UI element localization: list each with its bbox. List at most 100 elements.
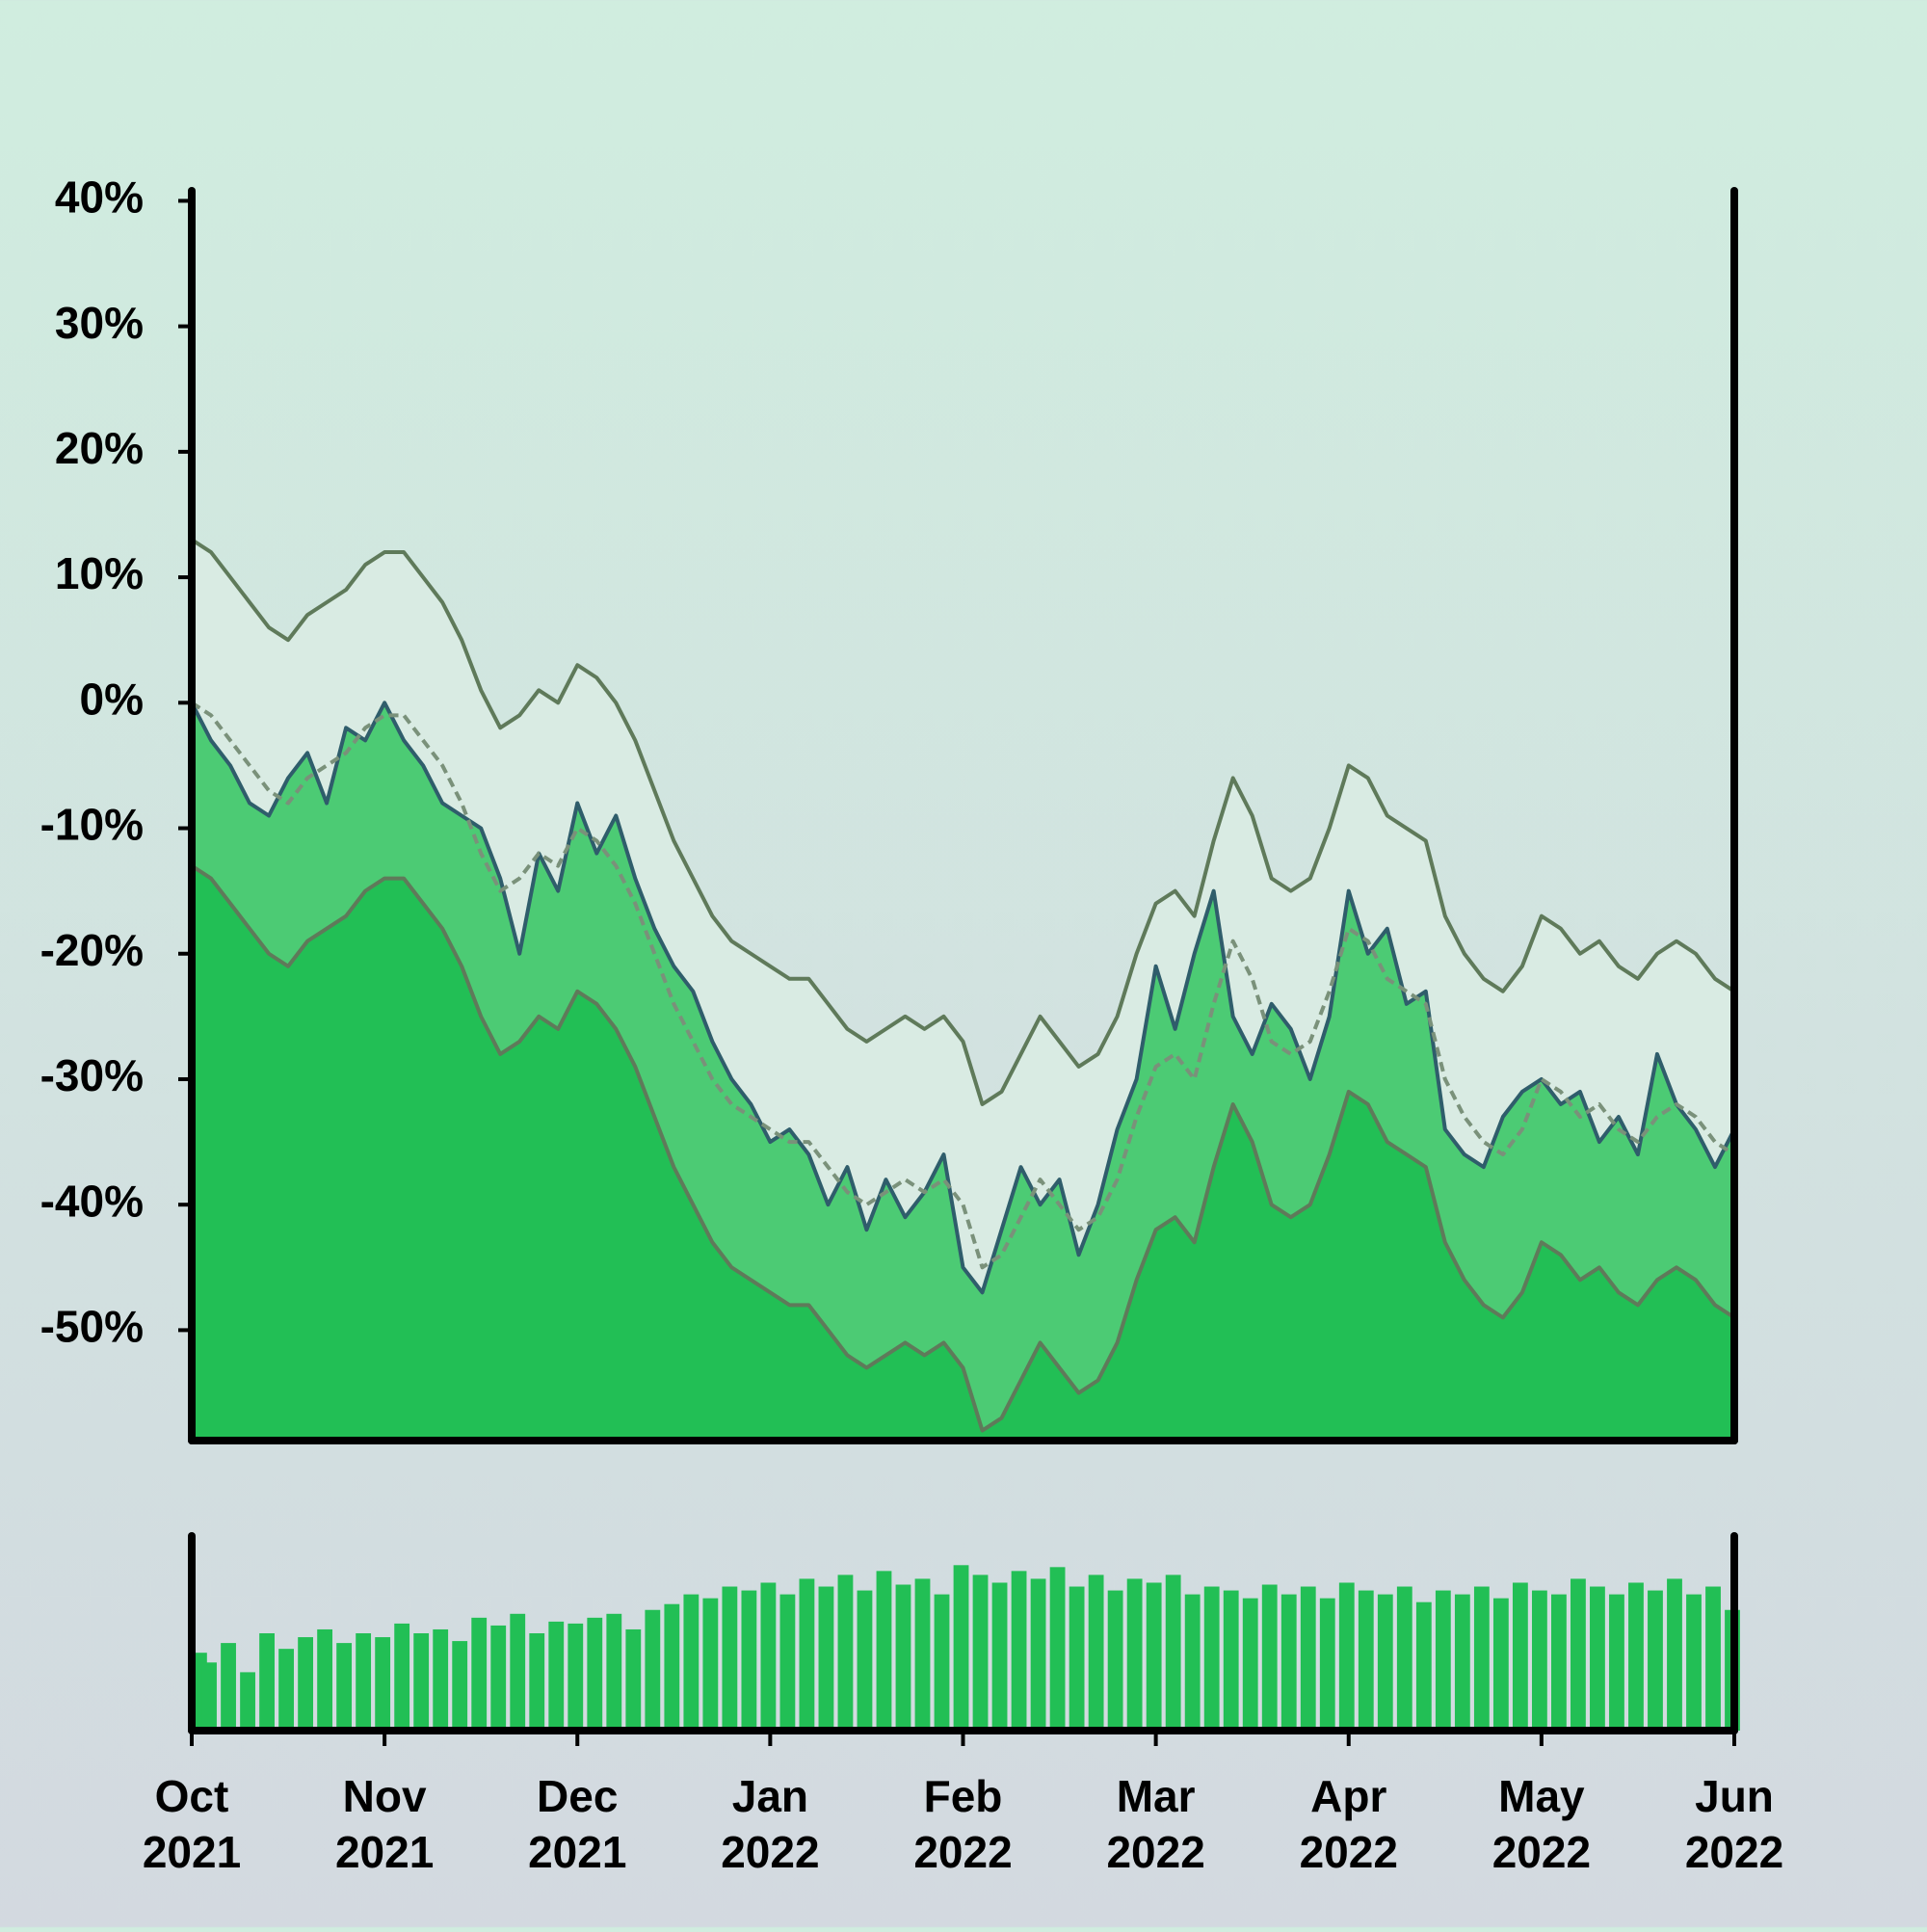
y-tick-label: -50% [40,1302,144,1352]
y-tick-label: -30% [40,1050,144,1100]
volume-bar [568,1623,584,1731]
y-tick-label: -20% [40,925,144,975]
volume-bar [722,1586,738,1731]
volume-bar [1165,1575,1181,1731]
volume-bar [259,1633,275,1731]
volume-bar [1030,1578,1046,1731]
volume-bar [1358,1590,1374,1731]
y-tick-label: 10% [55,548,144,598]
volume-bar [1184,1594,1201,1731]
volume-bar [1203,1586,1220,1731]
volume-bar [471,1617,488,1731]
volume-bar [548,1621,565,1731]
volume-bar [934,1594,950,1731]
volume-bar [1146,1582,1162,1731]
volume-bar [991,1582,1008,1731]
x-tick-label: Dec [537,1771,618,1821]
volume-bar [278,1649,294,1731]
volume-bar [1571,1578,1586,1731]
volume-bar [413,1633,430,1731]
series-line [190,863,1736,1433]
volume-bar [433,1628,449,1731]
x-tick-label: Jun [1695,1771,1774,1821]
volume-bar [953,1565,969,1731]
volume-bar [1088,1575,1104,1731]
volume-bar [1049,1567,1066,1731]
volume-bar [298,1637,314,1731]
volume-bar [510,1613,526,1731]
x-tick-label: 2022 [913,1827,1012,1877]
volume-bar [1300,1586,1316,1731]
x-tick-label: May [1498,1771,1585,1821]
y-tick-label: 40% [55,172,144,223]
volume-bar [837,1575,854,1731]
volume-bar [645,1609,661,1731]
volume-bar [972,1575,989,1731]
volume-bar [1705,1586,1721,1731]
y-tick-label: 0% [80,674,144,724]
x-tick-label: Oct [155,1771,229,1821]
volume-bar [760,1582,777,1731]
volume-bar [1242,1598,1258,1731]
volume-bar [702,1598,719,1731]
volume-bar [587,1617,603,1731]
volume-bar [1609,1594,1624,1731]
x-tick-label: Apr [1310,1771,1386,1821]
volume-bar [317,1628,333,1731]
x-tick-label: 2022 [721,1827,819,1877]
volume-bar [452,1641,468,1731]
volume-bar [1261,1584,1278,1731]
volume-bar [1648,1590,1663,1731]
volume-bar [1551,1594,1567,1731]
y-tick-label: 20% [55,423,144,473]
volume-bar [394,1623,410,1731]
volume-bar [895,1584,911,1731]
volume-bar [1667,1578,1682,1731]
volume-bar [779,1594,796,1731]
volume-bar [741,1590,757,1731]
series-area [192,865,1734,1441]
x-tick-label: Mar [1117,1771,1196,1821]
volume-bar [1628,1582,1644,1731]
volume-bar [1396,1586,1412,1731]
volume-bar [1435,1590,1451,1731]
volume-bar [914,1578,931,1731]
x-tick-label: Feb [924,1771,1003,1821]
volume-bar [1011,1571,1027,1731]
volume-bar [1473,1586,1490,1731]
volume-bar [1280,1594,1297,1731]
x-tick-label: 2022 [1492,1827,1591,1877]
volume-bar [1069,1586,1085,1731]
volume-bar [799,1578,815,1731]
x-tick-label: Jan [732,1771,808,1821]
series-line [190,701,1736,1295]
volume-bar [1686,1594,1702,1731]
volume-bar [375,1637,391,1731]
volume-bar [1223,1590,1239,1731]
volume-bar [490,1625,507,1731]
x-tick-label: Nov [343,1771,427,1821]
volume-bar [529,1633,545,1731]
volume-bar [876,1571,892,1731]
volume-bar [240,1672,255,1731]
volume-bar [221,1643,236,1731]
volume-bar [1454,1594,1470,1731]
volume-bar [625,1628,642,1731]
series-line [190,538,1736,1107]
volume-bar [1512,1582,1528,1731]
y-tick-label: 30% [55,298,144,348]
x-tick-label: 2021 [335,1827,434,1877]
volume-bar [336,1643,353,1731]
x-tick-label: 2022 [1106,1827,1204,1877]
y-tick-label: -40% [40,1176,144,1226]
x-tick-label: 2022 [1685,1827,1783,1877]
volume-bar [683,1594,700,1731]
volume-bar [1377,1594,1393,1731]
volume-bar [1126,1578,1143,1731]
x-tick-label: 2022 [1300,1827,1398,1877]
volume-bar [1492,1598,1509,1731]
volume-bar [857,1590,873,1731]
volume-bar [356,1633,372,1731]
